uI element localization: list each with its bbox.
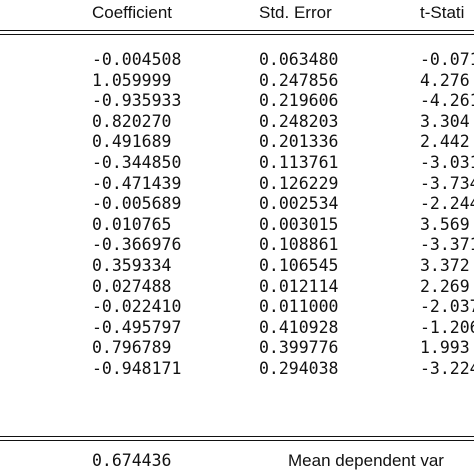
std-error-cell: 0.247856 (259, 70, 339, 90)
table-row: -0.005689 0.002534 -2.244 (0, 194, 474, 214)
coefficient-cell: -0.948171 (92, 359, 182, 378)
t-statistic-cell: -3.734 (420, 173, 474, 193)
table-row: 0.010765 0.003015 3.569 (0, 215, 474, 235)
table-row: 0.820270 0.248203 3.304 (0, 112, 474, 132)
std-error-cell: 0.108861 (259, 235, 339, 255)
coefficient-cell: -0.495797 (92, 317, 182, 337)
std-error-cell: 0.399776 (259, 338, 339, 358)
std-error-cell: 0.106545 (259, 256, 339, 275)
table-row: 0.359334 0.106545 3.372 (0, 256, 474, 276)
std-error-cell: 0.248203 (259, 111, 339, 131)
std-error-cell: 0.201336 (259, 132, 339, 152)
table-row: -0.004508 0.063480 -0.071 (0, 50, 474, 70)
coefficient-cell: 0.359334 (92, 256, 172, 275)
coefficient-cell: 0.491689 (92, 132, 172, 152)
table-row: -0.344850 0.113761 -3.031 (0, 153, 474, 173)
t-statistic-cell: -2.244 (420, 194, 474, 214)
std-error-cell: 0.063480 (259, 50, 339, 69)
coefficient-cell: -0.935933 (92, 91, 182, 111)
footer-value: 0.674436 (92, 451, 172, 470)
footer-row: 0.674436 Mean dependent var (0, 449, 474, 473)
footer-label: Mean dependent var (288, 451, 444, 470)
table-row: 1.059999 0.247856 4.276 (0, 71, 474, 91)
table-row: -0.471439 0.126229 -3.734 (0, 174, 474, 194)
std-error-cell: 0.294038 (259, 359, 339, 378)
table-row: -0.935933 0.219606 -4.261 (0, 91, 474, 111)
table-row: -0.022410 0.011000 -2.037 (0, 297, 474, 317)
t-statistic-cell: 4.276 (420, 70, 470, 90)
table-row: -0.948171 0.294038 -3.224 (0, 359, 474, 379)
header-std-error: Std. Error (259, 3, 332, 22)
coefficient-cell: -0.471439 (92, 173, 182, 193)
std-error-cell: 0.011000 (259, 297, 339, 317)
t-statistic-cell: -2.037 (420, 297, 474, 317)
std-error-cell: 0.113761 (259, 153, 339, 172)
coefficient-cell: 0.010765 (92, 214, 172, 234)
t-statistic-cell: -3.371 (420, 235, 474, 255)
t-statistic-cell: 2.442 (420, 132, 470, 152)
t-statistic-cell: 2.269 (420, 276, 470, 296)
coefficient-cell: 1.059999 (92, 70, 172, 90)
t-statistic-cell: -1.206 (420, 317, 474, 337)
coefficient-cell: -0.005689 (92, 194, 182, 214)
t-statistic-cell: 3.304 (420, 111, 470, 131)
header-coefficient: Coefficient (92, 3, 173, 22)
header-rule-top (0, 30, 474, 31)
t-statistic-cell: 1.993 (420, 338, 470, 358)
coefficient-cell: 0.027488 (92, 276, 172, 296)
coefficient-cell: 0.820270 (92, 111, 172, 131)
t-statistic-cell: 3.569 (420, 214, 470, 234)
table-row: 0.491689 0.201336 2.442 (0, 132, 474, 152)
t-statistic-cell: -3.224 (420, 359, 474, 378)
table-row: -0.366976 0.108861 -3.371 (0, 235, 474, 255)
std-error-cell: 0.410928 (259, 317, 339, 337)
std-error-cell: 0.003015 (259, 214, 339, 234)
coefficient-cell: -0.004508 (92, 50, 182, 69)
table-row: 0.027488 0.012114 2.269 (0, 277, 474, 297)
t-statistic-cell: 3.372 (420, 256, 470, 275)
header-rule-bottom (0, 34, 474, 35)
table-row: -0.495797 0.410928 -1.206 (0, 318, 474, 338)
std-error-cell: 0.012114 (259, 276, 339, 296)
footer-rule-top (0, 436, 474, 437)
coefficient-cell: 0.796789 (92, 338, 172, 358)
coefficient-cell: -0.366976 (92, 235, 182, 255)
table-row: 0.796789 0.399776 1.993 (0, 338, 474, 358)
coefficient-cell: -0.344850 (92, 153, 182, 172)
std-error-cell: 0.002534 (259, 194, 339, 214)
t-statistic-cell: -4.261 (420, 91, 474, 111)
header-t-statistic: t-Stati (420, 3, 465, 22)
coefficient-cell: -0.022410 (92, 297, 182, 317)
std-error-cell: 0.219606 (259, 91, 339, 111)
std-error-cell: 0.126229 (259, 173, 339, 193)
footer-rule-bottom (0, 440, 474, 441)
t-statistic-cell: -0.071 (420, 50, 474, 69)
t-statistic-cell: -3.031 (420, 153, 474, 172)
